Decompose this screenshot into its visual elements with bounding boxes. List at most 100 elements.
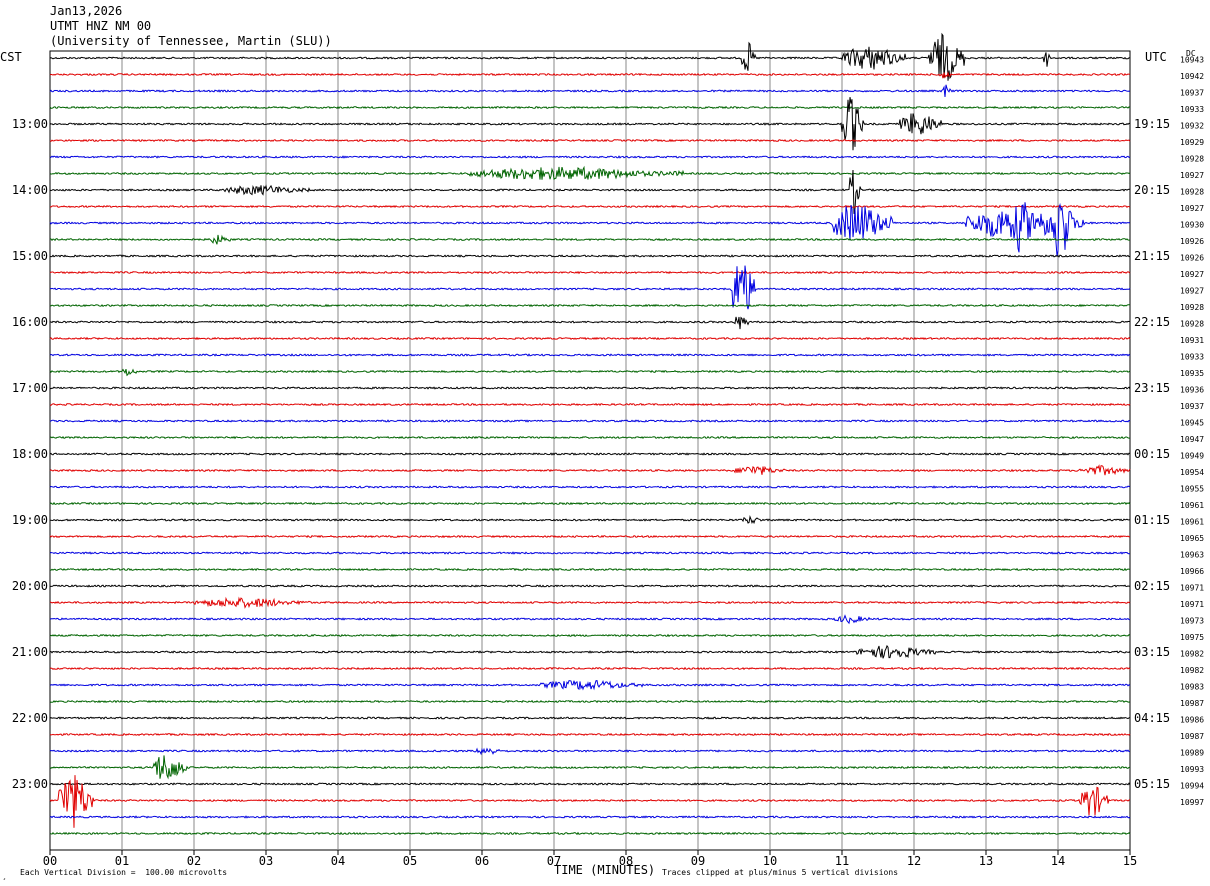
seismic-trace-line — [49, 368, 1131, 377]
right-hour-label: 01:15 — [1134, 513, 1170, 527]
dc-offset-label: 10997 — [1180, 798, 1204, 807]
seismic-trace-line — [49, 534, 1131, 539]
seismic-trace-line — [49, 303, 1131, 308]
seismic-trace-line — [49, 633, 1131, 638]
dc-offset-label: 10926 — [1180, 237, 1204, 246]
seismic-trace-line — [49, 782, 1131, 786]
seismic-trace-line — [49, 165, 1131, 181]
seismic-trace-line — [49, 614, 1131, 625]
left-hour-label: 15:00 — [12, 249, 48, 263]
x-tick-label: 11 — [835, 854, 849, 868]
seismic-trace-line — [49, 666, 1131, 671]
dc-offset-label: 10926 — [1180, 254, 1204, 263]
right-hour-label: 03:15 — [1134, 645, 1170, 659]
dc-offset-label: 10954 — [1180, 468, 1204, 477]
clip-note: Traces clipped at plus/minus 5 vertical … — [662, 868, 899, 877]
seismic-trace-line — [49, 419, 1131, 423]
dc-offset-label: 10933 — [1180, 105, 1204, 114]
seismic-trace-line — [49, 138, 1131, 143]
seismic-trace-line — [49, 155, 1131, 159]
seismic-trace-line — [49, 732, 1131, 737]
seismic-trace-line — [49, 680, 1131, 691]
dc-offset-label: 10963 — [1180, 551, 1204, 560]
x-tick-label: 06 — [475, 854, 489, 868]
dc-offset-label: 10936 — [1180, 386, 1204, 395]
left-hour-label: 14:00 — [12, 183, 48, 197]
dc-offset-label: 10928 — [1180, 303, 1204, 312]
seismic-trace-line — [49, 353, 1131, 357]
left-hour-label: 13:00 — [12, 117, 48, 131]
seismic-trace-line — [49, 254, 1131, 258]
seismic-trace-line — [49, 584, 1131, 588]
right-hour-label: 22:15 — [1134, 315, 1170, 329]
x-tick-label: 15 — [1123, 854, 1137, 868]
dc-offset-label: 10942 — [1180, 72, 1204, 81]
seismic-trace-line — [49, 32, 1131, 81]
dc-offset-label: 10982 — [1180, 650, 1204, 659]
dc-offset-label: 10955 — [1180, 485, 1204, 494]
dc-offset-label: 10994 — [1180, 782, 1204, 791]
dc-offset-label: 10937 — [1180, 402, 1204, 411]
right-hour-label: 23:15 — [1134, 381, 1170, 395]
left-hour-label: 16:00 — [12, 315, 48, 329]
dc-offset-label: 10931 — [1180, 336, 1204, 345]
right-hour-label: 04:15 — [1134, 711, 1170, 725]
dc-offset-label: 10928 — [1180, 188, 1204, 197]
right-zone-label: UTC — [1145, 50, 1167, 64]
seismic-trace-line — [50, 514, 1131, 525]
seismic-trace-line — [49, 567, 1130, 572]
dc-offset-label: 10929 — [1180, 138, 1204, 147]
x-tick-label: 08 — [619, 854, 633, 868]
right-hour-label: 00:15 — [1134, 447, 1170, 461]
x-tick-label: 02 — [187, 854, 201, 868]
seismic-trace-line — [49, 169, 1130, 214]
seismic-trace-line — [49, 747, 1131, 756]
dc-offset-label: 10973 — [1180, 617, 1204, 626]
left-hour-label: 19:00 — [12, 513, 48, 527]
x-tick-label: 04 — [331, 854, 345, 868]
seismic-trace-line — [49, 336, 1131, 341]
right-hour-label: 19:15 — [1134, 117, 1170, 131]
seismic-trace-line — [49, 815, 1131, 819]
seismic-trace-line — [49, 270, 1131, 275]
left-zone-label: CST — [0, 50, 22, 64]
x-tick-label: 03 — [259, 854, 273, 868]
dc-offset-label: 10930 — [1180, 221, 1204, 230]
dc-offset-label: 10986 — [1180, 716, 1204, 725]
x-axis-title: TIME (MINUTES) — [554, 863, 656, 877]
seismic-trace-line — [49, 831, 1131, 836]
x-tick-label: 01 — [115, 854, 129, 868]
plot-frame — [49, 50, 1131, 851]
dc-offset-label: 10987 — [1180, 732, 1204, 741]
left-hour-label: 17:00 — [12, 381, 48, 395]
dc-offset-label: 10933 — [1180, 353, 1204, 362]
dc-offset-label: 10949 — [1180, 452, 1204, 461]
dc-offset-label: 10961 — [1180, 518, 1204, 527]
dc-offset-label: 10932 — [1180, 122, 1204, 131]
seismic-trace-line — [49, 105, 1131, 110]
seismic-trace-line — [49, 485, 1131, 489]
x-tick-label: 09 — [691, 854, 705, 868]
dc-offset-label: 10927 — [1180, 204, 1204, 213]
dc-offset-label: 10928 — [1180, 320, 1204, 329]
dc-offset-label: 10965 — [1180, 534, 1204, 543]
left-hour-label: 20:00 — [12, 579, 48, 593]
dc-offset-label: 10971 — [1180, 600, 1204, 609]
right-hour-label: 20:15 — [1134, 183, 1170, 197]
seismic-trace-line — [49, 204, 1131, 209]
seismic-trace-line — [49, 699, 1131, 704]
right-hour-label: 21:15 — [1134, 249, 1170, 263]
seismic-trace-line — [49, 551, 1130, 555]
seismic-trace-line — [49, 596, 1131, 609]
dc-offset-label: 10966 — [1180, 567, 1204, 576]
x-tick-label: 12 — [907, 854, 921, 868]
left-hour-label: 23:00 — [12, 777, 48, 791]
seismic-trace-line — [49, 435, 1131, 440]
seismic-trace-line — [49, 202, 1131, 256]
dc-offset-label: 10928 — [1180, 155, 1204, 164]
header-station: UTMT HNZ NM 00 — [50, 19, 152, 33]
x-tick-label: 14 — [1051, 854, 1065, 868]
seismic-trace-line — [49, 501, 1131, 506]
dc-offset-label: 10947 — [1180, 435, 1204, 444]
seismic-trace-line — [49, 71, 1131, 79]
